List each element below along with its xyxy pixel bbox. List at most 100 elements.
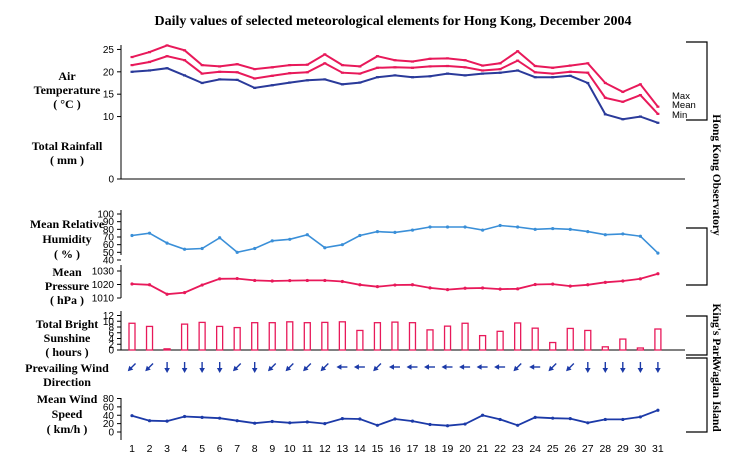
wind-speed-point-26 bbox=[568, 417, 572, 421]
wind_speed-axis-label-2: ( km/h ) bbox=[47, 422, 88, 436]
wind-speed-point-28 bbox=[603, 417, 607, 422]
wind-direction-arrow-head bbox=[336, 364, 342, 370]
wind-direction-arrow-16 bbox=[389, 364, 400, 370]
wind-direction-arrow-head bbox=[513, 365, 519, 372]
wind-direction-arrow-head bbox=[199, 368, 205, 373]
sunshine-bar-8 bbox=[251, 322, 259, 351]
sunshine-bar-26 bbox=[566, 327, 574, 351]
wind-direction-arrow-head bbox=[459, 364, 465, 370]
wind-direction-arrow-head bbox=[494, 364, 500, 370]
pressure-point-3 bbox=[165, 292, 169, 296]
humidity-point-27 bbox=[586, 230, 590, 234]
x-tick-label-30: 30 bbox=[635, 443, 647, 455]
wind-direction-arrow-head bbox=[476, 364, 482, 370]
sunshine-ytick-label-3: 6 bbox=[108, 328, 114, 339]
x-tick-label-2: 2 bbox=[147, 443, 153, 455]
humidity-point-3 bbox=[165, 241, 169, 245]
humidity-ytick-label-2: 60 bbox=[103, 240, 115, 251]
bracket-waglan bbox=[686, 357, 708, 433]
sunshine-bar-13 bbox=[338, 321, 347, 351]
wind-speed-point-18 bbox=[428, 422, 432, 427]
sunshine-bar-18 bbox=[426, 329, 434, 351]
wind-speed-point-31 bbox=[656, 408, 660, 412]
humidity-point-2 bbox=[147, 231, 152, 235]
sunshine-bar-15 bbox=[373, 322, 382, 351]
sunshine-bar-11 bbox=[303, 322, 311, 351]
sunshine-bar-25 bbox=[549, 341, 557, 351]
x-tick-label-28: 28 bbox=[599, 443, 611, 455]
wind-direction-arrow-5 bbox=[199, 362, 205, 373]
humidity-point-12 bbox=[323, 246, 327, 250]
pressure-point-18 bbox=[428, 286, 432, 290]
sunshine-ytick-label-1: 2 bbox=[108, 340, 114, 351]
wind-direction-arrow-22 bbox=[494, 364, 506, 370]
x-tick-label-16: 16 bbox=[389, 443, 401, 455]
x-tick-label-3: 3 bbox=[164, 443, 170, 455]
x-tick-label-14: 14 bbox=[354, 443, 366, 455]
sunshine-bar-6 bbox=[215, 325, 224, 351]
sunshine-ytick-label-4: 8 bbox=[108, 323, 114, 334]
pressure-point-25 bbox=[551, 282, 555, 286]
wind-direction-arrow-31 bbox=[655, 362, 661, 373]
humidity-axis-label-2: ( % ) bbox=[54, 247, 80, 261]
wind-direction-arrow-head bbox=[251, 368, 258, 373]
pressure-ytick-label-2: 1030 bbox=[92, 267, 115, 278]
pressure-axis-label-1: Pressure bbox=[45, 279, 90, 293]
temperature-series-label-max: Max bbox=[672, 91, 690, 102]
bracket-kings-park bbox=[686, 315, 708, 356]
wind-direction-arrow-head bbox=[145, 365, 151, 372]
pressure-point-14 bbox=[358, 283, 362, 287]
sunshine-axis-label-0: Total Bright bbox=[36, 317, 99, 331]
sunshine-ytick-label-5: 10 bbox=[103, 317, 115, 328]
sunshine-bar-12 bbox=[321, 321, 329, 351]
humidity-point-5 bbox=[200, 246, 204, 251]
pressure-point-29 bbox=[621, 279, 625, 283]
sunshine-bar-2 bbox=[145, 325, 154, 351]
pressure-point-22 bbox=[498, 287, 502, 291]
wind-direction-arrow-2 bbox=[145, 362, 154, 372]
sunshine-bar-22 bbox=[496, 330, 504, 351]
temperature-axis-label-1: Temperature bbox=[34, 83, 101, 97]
sunshine-bar-5 bbox=[198, 321, 206, 351]
x-tick-label-17: 17 bbox=[407, 443, 419, 455]
temperature-axis-label-0: Air bbox=[58, 69, 76, 83]
pressure-point-8 bbox=[253, 278, 257, 283]
wind_speed-axis-label-1: Speed bbox=[52, 407, 83, 421]
wind-direction-arrow-29 bbox=[619, 362, 626, 373]
humidity-point-20 bbox=[463, 225, 467, 229]
side-label-kings-park: King's Park bbox=[710, 303, 722, 363]
pressure-axis-label-2: ( hPa ) bbox=[50, 293, 84, 307]
pressure-point-11 bbox=[305, 278, 309, 283]
wind-speed-point-27 bbox=[586, 421, 590, 425]
wind-direction-arrow-20 bbox=[459, 364, 471, 370]
pressure-point-17 bbox=[410, 283, 415, 287]
wind-direction-arrow-8 bbox=[251, 362, 258, 373]
wind-direction-arrow-head bbox=[441, 364, 447, 370]
sunshine-bar-30 bbox=[636, 347, 645, 351]
wind-speed-point-1 bbox=[130, 414, 134, 418]
humidity-point-14 bbox=[358, 233, 362, 238]
sunshine-ytick-label-0: 0 bbox=[108, 346, 114, 357]
wind-direction-arrow-head bbox=[566, 365, 572, 372]
wind-direction-arrow-28 bbox=[602, 362, 609, 373]
wind-speed-point-13 bbox=[340, 417, 344, 421]
wind_speed-ytick-label-2: 40 bbox=[103, 411, 115, 422]
x-tick-label-15: 15 bbox=[372, 443, 384, 455]
wind-speed-point-17 bbox=[410, 419, 415, 423]
wind-direction-arrow-head bbox=[267, 365, 274, 372]
sunshine-bar-31 bbox=[654, 328, 662, 351]
x-tick-label-22: 22 bbox=[494, 443, 506, 455]
wind-direction-arrow-head bbox=[619, 368, 626, 373]
humidity-point-4 bbox=[182, 247, 187, 251]
wind-direction-arrow-24 bbox=[529, 364, 541, 370]
sunshine-axis-label-1: Sunshine bbox=[44, 331, 91, 345]
wind-direction-arrow-10 bbox=[285, 362, 294, 372]
temperature-ytick-label-0: 10 bbox=[103, 112, 115, 123]
pressure-point-23 bbox=[516, 287, 520, 291]
wind-direction-arrow-6 bbox=[216, 362, 223, 373]
pressure-point-2 bbox=[147, 283, 152, 287]
wind-direction-arrow-21 bbox=[476, 364, 488, 370]
humidity-line bbox=[131, 224, 659, 254]
humidity-point-24 bbox=[533, 227, 537, 231]
